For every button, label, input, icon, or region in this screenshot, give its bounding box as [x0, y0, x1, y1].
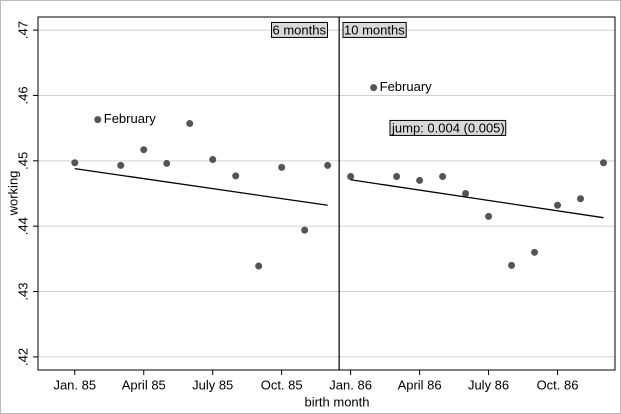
point: [462, 190, 470, 197]
y-tick-label: .47: [15, 21, 30, 39]
point: [140, 146, 148, 154]
x-tick-label: Jan. 86: [329, 377, 372, 392]
point: [163, 159, 171, 167]
x-axis-label: birth month: [304, 394, 369, 409]
point: [439, 173, 447, 181]
point: [117, 161, 125, 169]
fit-line: [74, 168, 328, 206]
point: [393, 173, 401, 181]
point: [301, 226, 309, 234]
annotation-box: [389, 119, 507, 136]
point: [554, 201, 562, 209]
annotation: jump: 0.004 (0.005): [391, 120, 505, 135]
y-tick-label: .43: [15, 283, 30, 301]
point: [278, 163, 286, 171]
point: [485, 212, 493, 220]
point: [71, 159, 79, 167]
x-tick-label: Jan. 85: [53, 377, 96, 392]
x-tick-label: April 86: [398, 377, 442, 392]
point: [416, 176, 424, 184]
point: [232, 172, 240, 180]
fit-line: [350, 179, 604, 219]
point: [94, 116, 102, 124]
annotation: 6 months: [273, 22, 327, 37]
x-tick-label: April 85: [122, 377, 166, 392]
point: [347, 173, 355, 181]
x-tick-label: Oct. 85: [261, 377, 303, 392]
x-tick-label: July 85: [192, 377, 233, 392]
y-tick-label: .44: [15, 217, 30, 235]
y-tick-label: .45: [15, 152, 30, 170]
annotation-box: [271, 21, 328, 38]
annotation-box: [342, 21, 407, 38]
x-tick-label: Oct. 86: [537, 377, 579, 392]
point-label: February: [380, 79, 433, 94]
y-tick-label: .42: [15, 348, 30, 366]
point: [324, 161, 332, 169]
point: [508, 261, 516, 269]
y-axis-label: working: [5, 171, 20, 217]
point: [577, 195, 585, 203]
plot-frame: [37, 16, 616, 371]
x-tick-label: July 86: [468, 377, 509, 392]
y-tick-label: .46: [15, 86, 30, 104]
annotation: 10 months: [344, 22, 405, 37]
point: [255, 262, 263, 270]
point: [209, 156, 217, 164]
point: [370, 84, 378, 92]
point: [531, 248, 539, 256]
point-label: February: [104, 111, 157, 126]
point: [600, 159, 608, 167]
point: [186, 120, 194, 128]
